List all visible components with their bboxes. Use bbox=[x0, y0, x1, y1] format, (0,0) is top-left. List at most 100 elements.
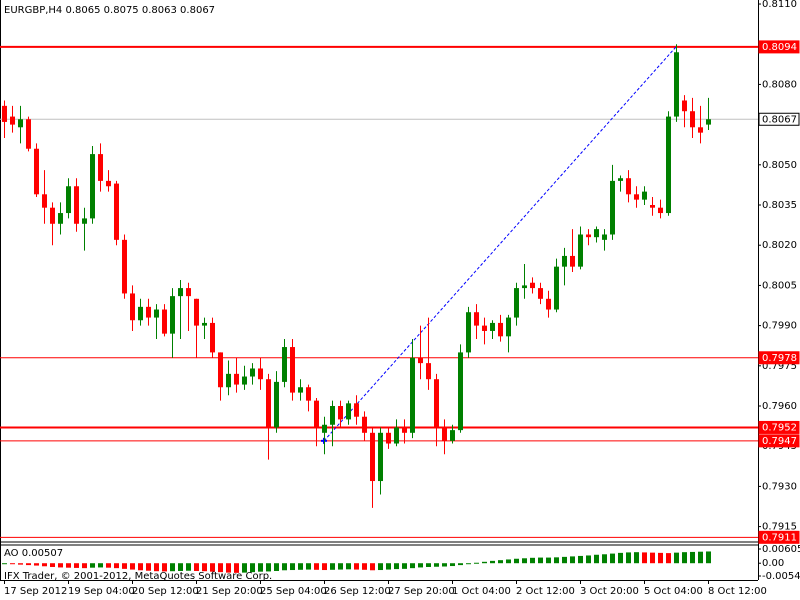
y-tick-label: 0.7990 bbox=[762, 321, 797, 332]
candle-body bbox=[482, 325, 487, 331]
indicator-bar bbox=[706, 551, 711, 564]
indicator-bar bbox=[426, 563, 431, 567]
indicator-bar bbox=[18, 563, 23, 565]
candle-body bbox=[410, 357, 415, 433]
indicator-tick-label: -0.00544 bbox=[762, 571, 800, 582]
candle-body bbox=[442, 427, 447, 441]
indicator-bar bbox=[698, 551, 703, 564]
candle-body bbox=[514, 288, 519, 318]
indicator-bar bbox=[530, 557, 535, 564]
indicator-bar bbox=[146, 563, 151, 571]
y-tick-label: 0.8110 bbox=[762, 0, 797, 10]
y-tick-label: 0.8035 bbox=[762, 200, 797, 211]
indicator-bar bbox=[338, 563, 343, 570]
candle-body bbox=[330, 406, 335, 425]
y-tick-label: 0.7975 bbox=[762, 361, 797, 372]
candle-body bbox=[34, 148, 39, 195]
indicator-bar bbox=[514, 558, 519, 564]
candle-body bbox=[642, 191, 647, 200]
candle-body bbox=[666, 116, 671, 214]
indicator-bar bbox=[194, 563, 199, 571]
indicator-bar bbox=[250, 563, 255, 573]
level-label-box bbox=[758, 351, 800, 365]
indicator-bar bbox=[330, 563, 335, 570]
indicator-bar bbox=[306, 563, 311, 570]
candle-body bbox=[274, 381, 279, 428]
indicator-bar bbox=[162, 563, 167, 572]
indicator-bar bbox=[498, 560, 503, 564]
indicator-bar bbox=[26, 563, 31, 566]
indicator-bar bbox=[490, 560, 495, 564]
candle-body bbox=[122, 239, 127, 294]
candle-body bbox=[690, 111, 695, 128]
indicator-bar bbox=[594, 554, 599, 564]
candle-body bbox=[394, 427, 399, 444]
level-label-box bbox=[758, 434, 800, 448]
candle-body bbox=[370, 432, 375, 482]
candle-body bbox=[266, 379, 271, 428]
indicator-bar bbox=[402, 563, 407, 569]
candle-body bbox=[186, 288, 191, 297]
indicator-bar bbox=[34, 563, 39, 566]
candle-body bbox=[50, 207, 55, 224]
indicator-bar bbox=[554, 557, 559, 564]
indicator-bar bbox=[434, 563, 439, 567]
candle-body bbox=[194, 298, 199, 326]
candle-body bbox=[146, 306, 151, 318]
indicator-bar bbox=[650, 552, 655, 564]
level-label-box bbox=[758, 40, 800, 54]
indicator-bar bbox=[74, 563, 79, 568]
indicator-bar bbox=[218, 563, 223, 573]
y-tick-label: 0.7960 bbox=[762, 401, 797, 412]
candle-body bbox=[634, 194, 639, 200]
x-tick-label: 17 Sep 2012 bbox=[4, 586, 67, 597]
indicator-bar bbox=[258, 563, 263, 572]
level-label: 0.8094 bbox=[762, 42, 797, 53]
indicator-bar bbox=[314, 563, 319, 570]
y-tick-label: 0.7915 bbox=[762, 522, 797, 533]
x-tick-label: 25 Sep 04:00 bbox=[260, 586, 327, 597]
candle-body bbox=[42, 194, 47, 208]
candle-body bbox=[378, 432, 383, 482]
indicator-bar bbox=[610, 553, 615, 564]
indicator-bar bbox=[290, 563, 295, 571]
candle-body bbox=[154, 309, 159, 318]
indicator-bar bbox=[186, 563, 191, 571]
candle-body bbox=[2, 105, 7, 122]
indicator-bar bbox=[202, 563, 207, 572]
candle-body bbox=[218, 352, 223, 388]
x-tick-label: 26 Sep 12:00 bbox=[324, 586, 391, 597]
level-label: 0.7911 bbox=[762, 532, 797, 543]
indicator-bar bbox=[90, 563, 95, 568]
candle-body bbox=[162, 309, 167, 334]
indicator-bar bbox=[522, 558, 527, 564]
x-tick-label: 8 Oct 12:00 bbox=[708, 586, 767, 597]
x-tick-label: 27 Sep 20:00 bbox=[388, 586, 455, 597]
candle-body bbox=[490, 322, 495, 331]
indicator-bar bbox=[2, 563, 7, 565]
candle-body bbox=[426, 363, 431, 380]
indicator-name: AO bbox=[4, 548, 19, 559]
y-tick-label: 0.8020 bbox=[762, 240, 797, 251]
indicator-bar bbox=[362, 563, 367, 570]
indicator-bar bbox=[354, 563, 359, 570]
indicator-bar bbox=[578, 555, 583, 564]
last-close: 0.8067 bbox=[180, 5, 215, 16]
symbol: EURGBP,H4 bbox=[4, 5, 62, 16]
candle-body bbox=[562, 255, 567, 267]
candle-body bbox=[258, 368, 263, 380]
candle-body bbox=[58, 213, 63, 224]
indicator-bar bbox=[570, 556, 575, 564]
candle-body bbox=[546, 298, 551, 310]
indicator-bar bbox=[626, 552, 631, 564]
candle-body bbox=[290, 347, 295, 393]
candle-body bbox=[586, 234, 591, 238]
x-tick-label: 1 Oct 04:00 bbox=[452, 586, 511, 597]
candle-body bbox=[522, 285, 527, 289]
level-label-box bbox=[758, 112, 800, 126]
candle-body bbox=[26, 119, 31, 149]
candle-body bbox=[698, 127, 703, 133]
y-tick-label: 0.8050 bbox=[762, 160, 797, 171]
candle-body bbox=[618, 178, 623, 181]
